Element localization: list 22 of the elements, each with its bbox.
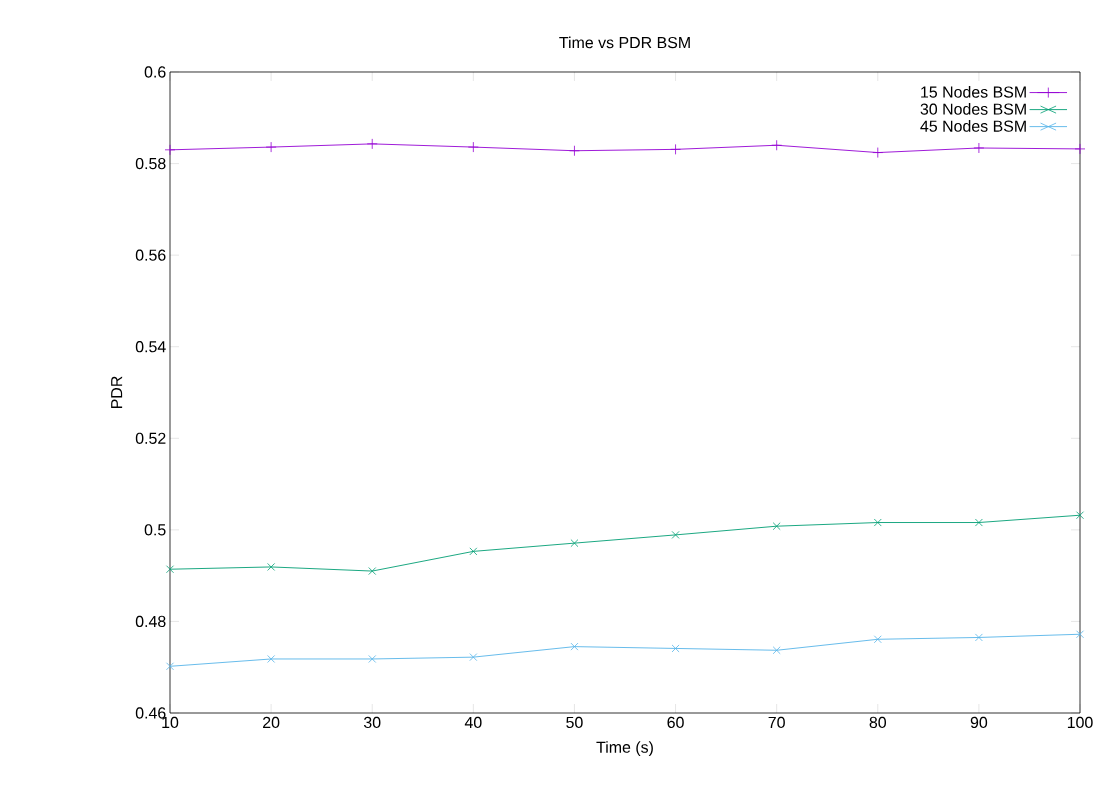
x-tick-label: 30 <box>363 716 381 729</box>
legend-label: 15 Nodes BSM <box>921 86 1026 98</box>
legend-label: 30 Nodes BSM <box>920 103 1026 115</box>
x-tick-label: 100 <box>1067 716 1093 729</box>
x-tick-label: 20 <box>263 716 280 729</box>
legend-label: 45 Nodes BSM <box>920 120 1026 132</box>
x-tick-label: 50 <box>566 716 583 729</box>
y-axis-title: PDR <box>111 376 123 409</box>
y-tick-label: 0.52 <box>135 432 166 444</box>
y-tick-label: 0.5 <box>144 524 166 536</box>
y-tick-label: 0.56 <box>135 249 166 261</box>
x-tick-label: 80 <box>869 716 887 729</box>
x-tick-label: 90 <box>970 716 988 729</box>
y-tick-label: 0.58 <box>135 157 166 170</box>
x-axis-title: Time (s) <box>596 741 653 756</box>
y-tick-label: 0.54 <box>135 341 166 353</box>
y-tick-label: 0.6 <box>144 66 166 78</box>
y-tick-label: 0.48 <box>135 615 166 628</box>
x-tick-label: 60 <box>667 716 684 729</box>
x-tick-label: 70 <box>768 716 785 729</box>
x-tick-label: 40 <box>464 716 482 729</box>
chart-title: Time vs PDR BSM <box>559 36 690 49</box>
